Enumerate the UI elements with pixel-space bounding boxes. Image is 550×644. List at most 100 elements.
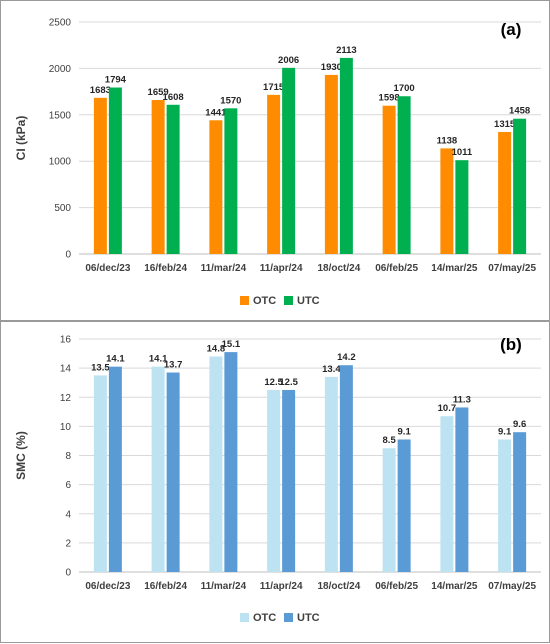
data-label: 1794 [105,75,127,86]
data-label: 2006 [278,55,299,66]
legend-swatch-utc [284,613,293,622]
y-tick-label: 14 [60,364,72,375]
data-label: 1138 [437,135,458,146]
legend-label-utc: UTC [297,295,320,307]
data-label: 9.1 [498,426,512,437]
data-label: 1700 [394,83,415,94]
data-label: 15.1 [222,339,241,350]
y-tick-label: 4 [65,509,71,520]
bar-utc [455,407,469,572]
data-label: 1458 [509,106,530,117]
x-category-label: 16/feb/24 [144,263,187,274]
bar-utc [397,439,411,572]
data-label: 1441 [205,107,227,118]
x-category-label: 11/apr/24 [260,581,303,592]
y-tick-label: 0 [65,250,71,261]
legend-label-utc: UTC [297,612,320,624]
bar-otc [209,356,223,572]
x-category-label: 18/oct/24 [317,581,360,592]
x-category-label: 11/mar/24 [201,263,247,274]
bar-otc [382,448,396,572]
bar-otc [267,389,281,572]
bar-utc [513,432,527,572]
bar-utc [166,372,180,572]
y-tick-label: 16 [60,335,72,346]
data-label: 1598 [379,93,400,104]
data-label: 14.1 [106,354,125,365]
x-category-label: 07/may/25 [488,263,536,274]
bar-otc [498,439,512,572]
legend-label-otc: OTC [253,295,276,307]
data-label: 13.7 [164,359,183,370]
x-category-label: 07/may/25 [488,581,536,592]
x-category-label: 06/dec/23 [85,263,130,274]
data-label: 1930 [321,62,342,73]
bar-otc [440,416,454,572]
data-label: 12.5 [279,377,298,388]
bar-otc [93,375,107,572]
bar-utc [339,365,353,572]
bar-utc [224,108,238,254]
data-label: 8.5 [383,435,397,446]
bar-otc [440,148,454,254]
data-label: 1315 [494,119,516,130]
y-tick-label: 2500 [49,18,72,29]
x-category-label: 06/feb/25 [375,263,418,274]
bar-otc [267,94,281,255]
bar-utc [513,118,527,254]
y-axis-title: CI (kPa) [14,116,28,161]
x-category-label: 14/mar/25 [431,581,478,592]
bar-utc [397,96,411,255]
bar-otc [209,120,223,254]
x-category-label: 18/oct/24 [317,263,360,274]
bar-utc [224,352,238,572]
data-label: 14.2 [337,352,356,363]
bar-otc [324,74,338,254]
bar-otc [498,131,512,254]
y-tick-label: 6 [65,480,71,491]
x-category-label: 16/feb/24 [144,581,187,592]
y-tick-label: 1500 [49,110,72,121]
y-tick-label: 8 [65,451,71,462]
y-tick-label: 500 [54,203,71,214]
chart-panel-b: 0 2 4 6 8 10 12 14 16 SMC (%) (b) 13.5 14.1 06/dec/23… [0,321,550,643]
data-label: 1659 [148,87,169,98]
data-label: 14.1 [149,354,168,365]
y-tick-label: 1000 [49,157,72,168]
bar-utc [455,160,469,254]
data-label: 1608 [163,92,184,103]
legend-swatch-otc [240,613,249,622]
bar-utc [166,104,180,254]
chart-panel-a: 0 500 1000 1500 2000 2500 CI (kPa) (a) 1683 1794 0… [0,0,550,321]
legend-label-otc: OTC [253,612,276,624]
bar-otc [93,97,107,254]
bar-utc [339,57,353,254]
x-category-label: 14/mar/25 [431,263,478,274]
x-category-label: 11/mar/24 [201,581,247,592]
bar-otc [382,105,396,254]
data-label: 1570 [220,95,241,106]
bar-otc [151,366,165,572]
y-tick-label: 2000 [49,64,72,75]
data-label: 11.3 [453,394,471,405]
y-tick-label: 0 [65,568,71,579]
legend-swatch-utc [284,296,293,305]
bar-utc [282,67,296,254]
panel-label: (b) [500,335,522,354]
data-label: 2113 [336,45,357,56]
x-category-label: 11/apr/24 [260,263,303,274]
data-label: 1011 [452,147,473,158]
bar-otc [151,100,165,254]
y-tick-label: 2 [65,538,71,549]
data-label: 13.5 [91,362,110,373]
bar-utc [282,389,296,572]
data-label: 9.6 [513,419,526,430]
data-label: 9.1 [398,426,412,437]
y-tick-label: 10 [60,422,72,433]
panel-label: (a) [501,20,522,39]
legend-swatch-otc [240,296,249,305]
data-label: 10.7 [438,403,457,414]
data-label: 1715 [263,82,285,93]
